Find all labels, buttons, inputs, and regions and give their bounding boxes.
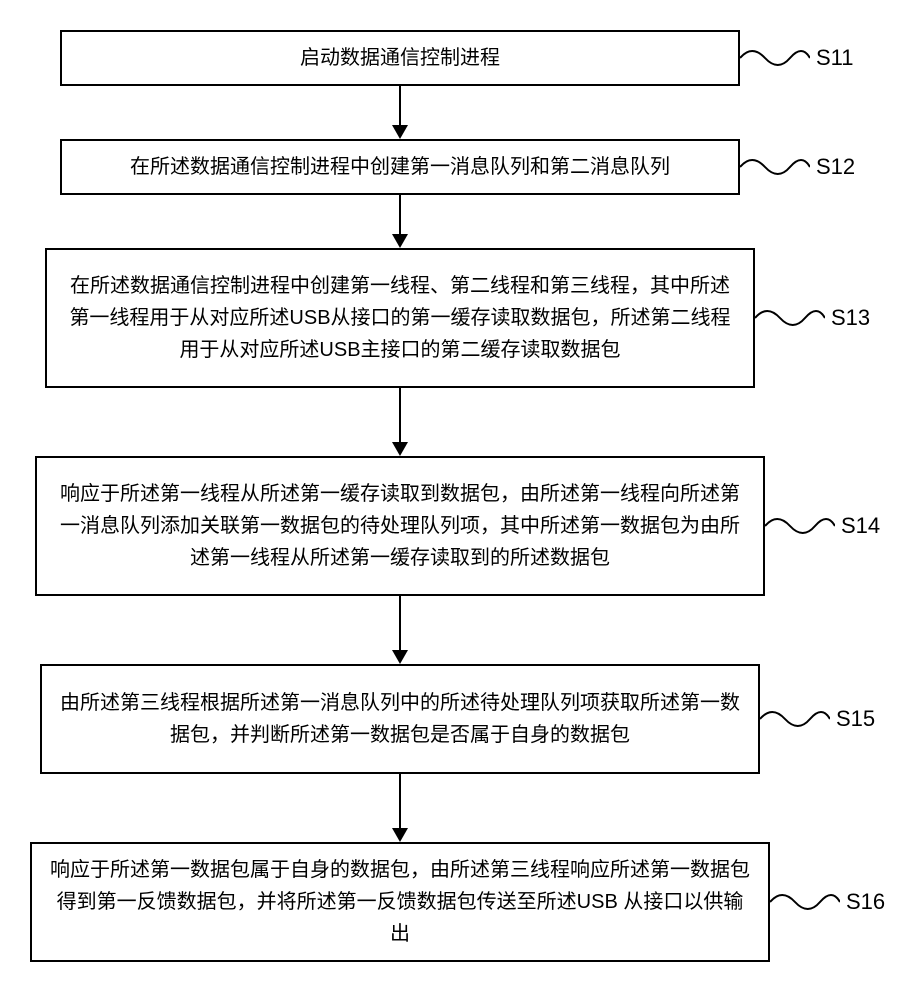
flowchart-container: 启动数据通信控制进程 S11 在所述数据通信控制进程中创建第一消息队列和第二消息队列… (20, 30, 895, 962)
step-label: S13 (831, 305, 870, 331)
step-box-s14: 响应于所述第一线程从所述第一缓存读取到数据包，由所述第一线程向所述第一消息队列添… (35, 456, 765, 596)
step-row: 由所述第三线程根据所述第一消息队列中的所述待处理队列项获取所述第一数据包，并判断… (20, 664, 895, 774)
step-box-s13: 在所述数据通信控制进程中创建第一线程、第二线程和第三线程，其中所述第一线程用于从… (45, 248, 755, 388)
step-label: S12 (816, 154, 855, 180)
step-connector: S11 (740, 45, 854, 71)
step-connector: S12 (740, 154, 855, 180)
step-box-s15: 由所述第三线程根据所述第一消息队列中的所述待处理队列项获取所述第一数据包，并判断… (40, 664, 760, 774)
arrow-down-icon (20, 86, 895, 139)
step-connector: S16 (770, 889, 885, 915)
step-row: 在所述数据通信控制进程中创建第一线程、第二线程和第三线程，其中所述第一线程用于从… (20, 248, 895, 388)
step-connector: S15 (760, 706, 875, 732)
step-label: S15 (836, 706, 875, 732)
step-row: 在所述数据通信控制进程中创建第一消息队列和第二消息队列 S12 (20, 139, 895, 195)
step-row: 响应于所述第一线程从所述第一缓存读取到数据包，由所述第一线程向所述第一消息队列添… (20, 456, 895, 596)
arrow-down-icon (20, 774, 895, 842)
step-connector: S13 (755, 305, 870, 331)
step-row: 启动数据通信控制进程 S11 (20, 30, 895, 86)
step-label: S14 (841, 513, 880, 539)
step-box-s11: 启动数据通信控制进程 (60, 30, 740, 86)
arrow-down-icon (20, 388, 895, 456)
step-label: S11 (816, 45, 854, 71)
arrow-down-icon (20, 195, 895, 248)
step-connector: S14 (765, 513, 880, 539)
step-box-s16: 响应于所述第一数据包属于自身的数据包，由所述第三线程响应所述第一数据包得到第一反… (30, 842, 770, 962)
arrow-down-icon (20, 596, 895, 664)
step-label: S16 (846, 889, 885, 915)
step-row: 响应于所述第一数据包属于自身的数据包，由所述第三线程响应所述第一数据包得到第一反… (20, 842, 895, 962)
step-box-s12: 在所述数据通信控制进程中创建第一消息队列和第二消息队列 (60, 139, 740, 195)
